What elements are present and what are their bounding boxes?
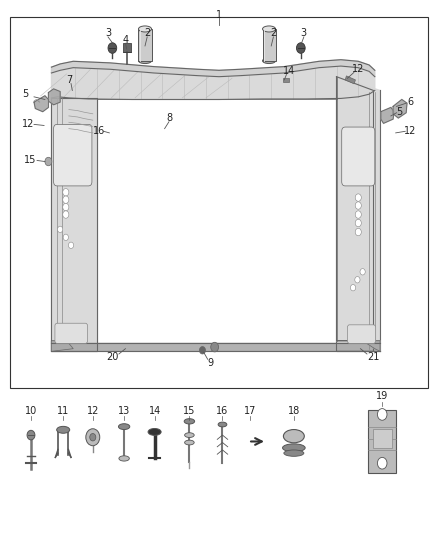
Ellipse shape: [184, 419, 194, 424]
Text: 13: 13: [118, 406, 130, 416]
Circle shape: [27, 430, 35, 440]
Text: 9: 9: [207, 358, 213, 368]
Circle shape: [63, 196, 69, 204]
Ellipse shape: [138, 58, 152, 63]
Circle shape: [45, 157, 52, 166]
Text: 5: 5: [396, 107, 403, 117]
Circle shape: [63, 211, 69, 218]
Circle shape: [57, 226, 63, 232]
Ellipse shape: [118, 424, 130, 430]
Circle shape: [108, 43, 117, 53]
Bar: [373, 429, 392, 448]
Text: 16: 16: [93, 126, 106, 136]
Polygon shape: [336, 341, 380, 351]
Text: 7: 7: [66, 75, 72, 85]
Text: 12: 12: [87, 406, 99, 416]
FancyBboxPatch shape: [347, 325, 376, 343]
Polygon shape: [51, 66, 375, 100]
Polygon shape: [51, 343, 380, 351]
Ellipse shape: [185, 440, 194, 445]
Circle shape: [355, 228, 361, 236]
Text: 3: 3: [301, 28, 307, 38]
Ellipse shape: [57, 426, 70, 433]
Text: 15: 15: [183, 406, 196, 416]
Text: 3: 3: [105, 28, 111, 38]
Ellipse shape: [283, 444, 305, 452]
Text: 10: 10: [25, 406, 37, 416]
Circle shape: [68, 242, 74, 248]
Ellipse shape: [262, 26, 276, 32]
Polygon shape: [34, 96, 48, 112]
Polygon shape: [48, 89, 60, 105]
Text: 15: 15: [24, 156, 36, 165]
Text: 5: 5: [22, 89, 28, 99]
Ellipse shape: [218, 422, 227, 427]
Circle shape: [86, 429, 100, 446]
Text: 2: 2: [270, 28, 276, 38]
Circle shape: [355, 219, 361, 227]
Ellipse shape: [262, 58, 276, 63]
Text: 12: 12: [352, 64, 364, 74]
Circle shape: [297, 43, 305, 53]
Ellipse shape: [283, 430, 304, 443]
Circle shape: [350, 285, 356, 291]
Circle shape: [63, 189, 69, 196]
Text: 18: 18: [288, 406, 300, 416]
Ellipse shape: [119, 456, 129, 461]
Text: 4: 4: [122, 35, 128, 45]
Text: 14: 14: [283, 67, 295, 76]
Circle shape: [355, 211, 361, 218]
Circle shape: [360, 269, 365, 275]
Circle shape: [199, 346, 205, 354]
Bar: [123, 43, 131, 52]
Circle shape: [355, 202, 361, 209]
Polygon shape: [336, 77, 380, 351]
Text: 20: 20: [106, 352, 119, 361]
Text: 12: 12: [22, 119, 35, 130]
Circle shape: [355, 194, 361, 201]
Bar: [368, 410, 396, 473]
Text: 2: 2: [144, 28, 150, 38]
Polygon shape: [51, 98, 97, 351]
Polygon shape: [393, 100, 407, 118]
Circle shape: [355, 277, 360, 283]
FancyBboxPatch shape: [342, 127, 375, 186]
Polygon shape: [51, 341, 73, 351]
Bar: [345, 76, 355, 84]
FancyBboxPatch shape: [55, 323, 88, 343]
Circle shape: [378, 457, 387, 469]
Text: 17: 17: [244, 406, 257, 416]
Bar: [10, 17, 428, 389]
Ellipse shape: [138, 26, 152, 32]
Text: 14: 14: [148, 406, 161, 416]
Text: 11: 11: [57, 406, 69, 416]
Bar: [262, 29, 276, 61]
Polygon shape: [381, 108, 394, 123]
Polygon shape: [51, 60, 375, 77]
Circle shape: [211, 342, 219, 352]
FancyBboxPatch shape: [53, 124, 92, 186]
Bar: [283, 78, 289, 82]
Text: 6: 6: [407, 97, 413, 107]
Text: 19: 19: [376, 391, 389, 401]
Circle shape: [63, 204, 69, 211]
Text: 8: 8: [166, 113, 172, 123]
Ellipse shape: [185, 433, 194, 438]
Text: 16: 16: [216, 406, 229, 416]
Circle shape: [90, 433, 96, 441]
Circle shape: [63, 234, 68, 240]
Bar: [138, 29, 152, 61]
Ellipse shape: [284, 450, 304, 456]
Text: 12: 12: [404, 126, 417, 136]
Text: 21: 21: [367, 352, 380, 361]
Circle shape: [378, 409, 387, 420]
Ellipse shape: [148, 429, 161, 435]
Text: 1: 1: [216, 10, 222, 20]
